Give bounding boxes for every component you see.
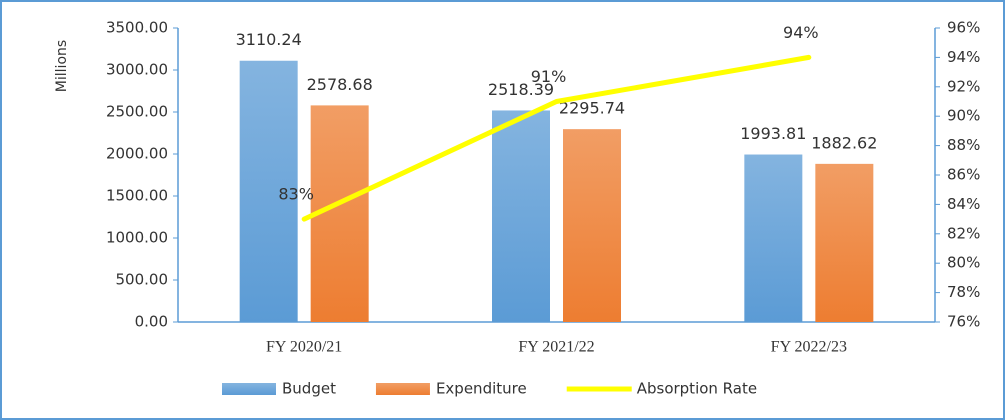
bar-value-label: 2295.74 <box>559 99 625 118</box>
y2-tick-label: 88% <box>947 136 980 154</box>
y2-tick-label: 82% <box>947 224 980 242</box>
y-tick-label: 2000.00 <box>106 145 168 163</box>
y-tick-label: 2500.00 <box>106 103 168 121</box>
y2-tick-label: 78% <box>947 283 980 301</box>
legend-swatch <box>222 383 276 395</box>
y2-tick-label: 92% <box>947 77 980 95</box>
bar-value-label: 2578.68 <box>307 75 373 94</box>
y-tick-label: 1500.00 <box>106 187 168 205</box>
legend-label: Budget <box>282 380 336 398</box>
y-tick-label: 0.00 <box>135 313 168 331</box>
x-tick-label: FY 2021/22 <box>518 339 594 356</box>
bar-value-label: 1882.62 <box>811 133 877 152</box>
y2-tick-label: 76% <box>947 313 980 331</box>
y-tick-label: 1000.00 <box>106 229 168 247</box>
bar-value-label: 2518.39 <box>488 80 554 99</box>
legend-swatch <box>375 383 430 395</box>
x-tick-label: FY 2022/23 <box>771 339 847 356</box>
bar-value-label: 1993.81 <box>740 124 806 143</box>
bar <box>744 154 803 322</box>
line-value-label: 94% <box>783 23 819 42</box>
y2-tick-label: 80% <box>947 254 980 272</box>
bar <box>815 163 874 322</box>
y-tick-label: 3000.00 <box>106 61 168 79</box>
legend-label: Expenditure <box>436 380 527 398</box>
bar-value-label: 3110.24 <box>236 30 302 49</box>
legend-label: Absorption Rate <box>637 380 757 398</box>
bar <box>563 129 621 322</box>
y2-tick-label: 94% <box>947 48 980 66</box>
y-tick-label: 3500.00 <box>106 19 168 37</box>
y2-tick-label: 96% <box>947 19 980 37</box>
line-value-label: 83% <box>278 185 314 204</box>
x-tick-label: FY 2020/21 <box>266 339 342 356</box>
bar <box>239 60 298 323</box>
y-axis-title: Millions <box>54 40 70 92</box>
bar <box>492 110 550 323</box>
line <box>301 54 812 222</box>
y-tick-label: 500.00 <box>116 271 169 289</box>
line-value-label: 91% <box>531 67 567 86</box>
y2-tick-label: 86% <box>947 166 980 184</box>
y2-tick-label: 90% <box>947 107 980 125</box>
y2-tick-label: 84% <box>947 195 980 213</box>
